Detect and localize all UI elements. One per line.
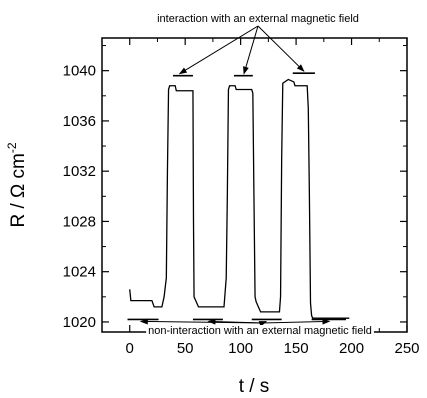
annotation-interaction: interaction with an external magnetic fi… (157, 13, 359, 25)
x-tick-label: 200 (339, 340, 364, 357)
reference-lines (128, 73, 346, 319)
x-axis-title: t / s (239, 376, 270, 397)
x-tick-label: 100 (228, 340, 253, 357)
y-axis-title-main: R / Ω cm (8, 153, 29, 227)
annotation-non-interaction: non-interaction with an external magneti… (148, 325, 372, 337)
x-tick-label: 250 (394, 340, 419, 357)
y-axis-title-superscript: -2 (5, 142, 19, 153)
x-tick-label: 150 (284, 340, 309, 357)
arrow-interaction-2 (258, 26, 304, 71)
y-tick-label: 1024 (63, 264, 96, 281)
x-tick-label: 50 (177, 340, 194, 357)
x-tick-label: 0 (126, 340, 134, 357)
tick-labels: 0 50 100 150 200 250 1020 1024 1028 1032 1036 1040 (63, 63, 420, 357)
y-tick-label: 1032 (63, 163, 96, 180)
annotation-arrows (141, 26, 330, 323)
y-tick-label: 1036 (63, 113, 96, 130)
y-tick-label: 1028 (63, 213, 96, 230)
series-line (130, 79, 350, 318)
y-tick-label: 1040 (63, 63, 96, 80)
y-axis-title: R / Ω cm-2 (5, 142, 29, 227)
arrow-non-interaction-3 (262, 321, 329, 323)
y-tick-label: 1020 (63, 314, 96, 331)
